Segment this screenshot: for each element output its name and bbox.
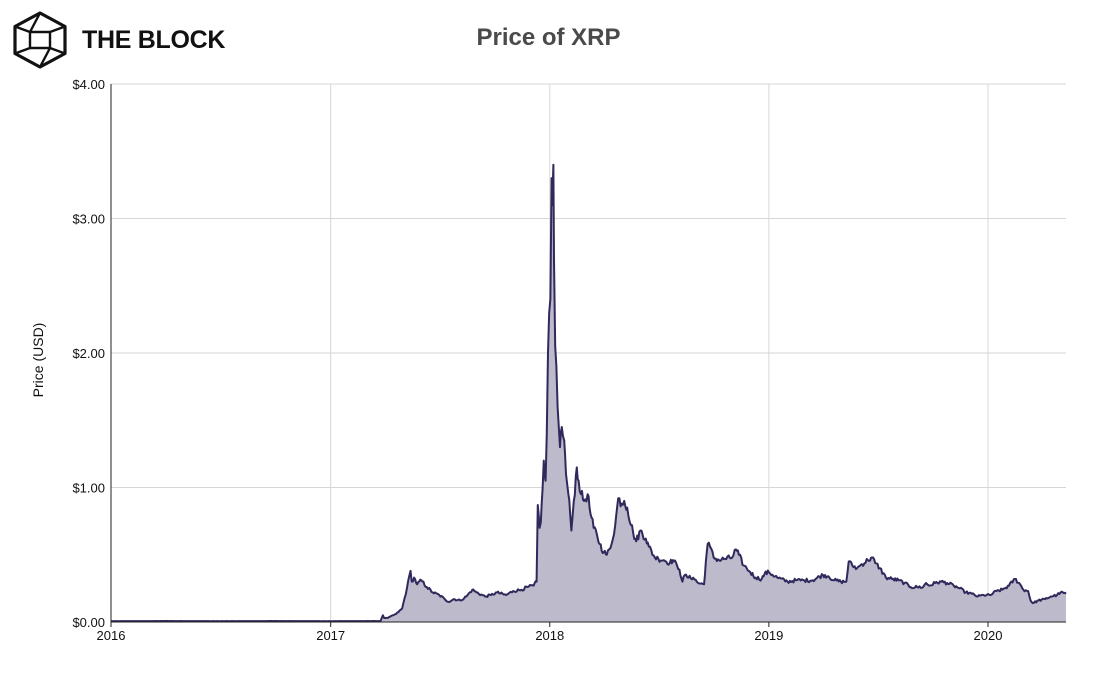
- y-tick-label: $2.00: [72, 346, 105, 361]
- y-tick-label: $4.00: [72, 77, 105, 92]
- axes: [110, 84, 1066, 627]
- x-axis-ticks: 2016 2017 2018 2019 2020: [97, 628, 1003, 643]
- price-area-fill: [111, 164, 1066, 622]
- y-axis-label: Price (USD): [30, 323, 46, 398]
- y-tick-label: $1.00: [72, 481, 105, 496]
- brand-logo: THE BLOCK: [10, 10, 225, 70]
- gridlines: [111, 83, 1066, 622]
- x-tick-label: 2019: [754, 628, 783, 643]
- y-tick-label: $3.00: [72, 212, 105, 227]
- x-tick-label: 2016: [97, 628, 126, 643]
- y-tick-label: $0.00: [72, 615, 105, 630]
- price-area: [110, 163, 1067, 623]
- x-tick-label: 2020: [974, 628, 1003, 643]
- chart-title: Price of XRP: [476, 24, 621, 51]
- cube-logo-icon: [13, 11, 67, 69]
- brand-name: THE BLOCK: [82, 25, 226, 54]
- price-line: [110, 163, 1067, 623]
- x-tick-label: 2018: [535, 628, 564, 643]
- y-axis-ticks: $0.00 $1.00 $2.00 $3.00 $4.00: [72, 77, 105, 630]
- x-tick-label: 2017: [316, 628, 345, 643]
